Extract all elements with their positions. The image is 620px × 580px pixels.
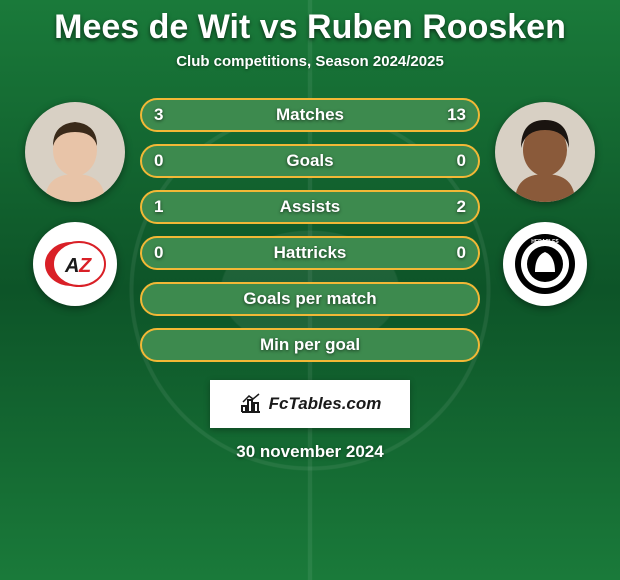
- player-left-photo: [25, 102, 125, 202]
- stat-right-value: 0: [457, 243, 466, 263]
- stat-label: Goals per match: [243, 289, 376, 309]
- player-right-club-badge: HERACLES: [503, 222, 587, 306]
- player-left-avatar-icon: [35, 112, 115, 202]
- svg-text:Z: Z: [78, 255, 92, 277]
- az-logo-icon: A Z: [43, 234, 107, 294]
- stat-row-min-per-goal: Min per goal: [140, 328, 480, 362]
- main-row: A Z 3 Matches 13 0 Goals 0 1 Assists 2: [0, 98, 620, 362]
- stats-column: 3 Matches 13 0 Goals 0 1 Assists 2 0 Hat…: [130, 98, 490, 362]
- stat-left-value: 0: [154, 151, 163, 171]
- stat-label: Goals: [286, 151, 333, 171]
- stat-row-hattricks: 0 Hattricks 0: [140, 236, 480, 270]
- stat-left-value: 0: [154, 243, 163, 263]
- stat-label: Min per goal: [260, 335, 360, 355]
- brand-box[interactable]: FcTables.com: [210, 380, 410, 428]
- player-right-avatar-icon: [505, 112, 585, 202]
- stat-label: Matches: [276, 105, 344, 125]
- page-title: Mees de Wit vs Ruben Roosken: [54, 8, 566, 47]
- stat-label: Hattricks: [274, 243, 347, 263]
- player-left-club-badge: A Z: [33, 222, 117, 306]
- stat-row-goals: 0 Goals 0: [140, 144, 480, 178]
- stat-row-assists: 1 Assists 2: [140, 190, 480, 224]
- heracles-logo-icon: HERACLES: [513, 232, 577, 296]
- stat-label: Assists: [280, 197, 340, 217]
- date-text: 30 november 2024: [236, 442, 383, 462]
- right-player-column: HERACLES: [490, 98, 600, 306]
- stat-right-value: 13: [447, 105, 466, 125]
- stat-right-value: 2: [457, 197, 466, 217]
- stat-row-goals-per-match: Goals per match: [140, 282, 480, 316]
- stat-left-value: 3: [154, 105, 163, 125]
- left-player-column: A Z: [20, 98, 130, 306]
- stat-right-value: 0: [457, 151, 466, 171]
- svg-text:HERACLES: HERACLES: [531, 239, 559, 245]
- chart-icon: [239, 392, 263, 416]
- svg-text:A: A: [64, 255, 79, 277]
- content-wrapper: Mees de Wit vs Ruben Roosken Club compet…: [0, 0, 620, 580]
- stat-row-matches: 3 Matches 13: [140, 98, 480, 132]
- player-right-photo: [495, 102, 595, 202]
- subtitle: Club competitions, Season 2024/2025: [176, 53, 444, 70]
- brand-text: FcTables.com: [269, 394, 382, 414]
- stat-left-value: 1: [154, 197, 163, 217]
